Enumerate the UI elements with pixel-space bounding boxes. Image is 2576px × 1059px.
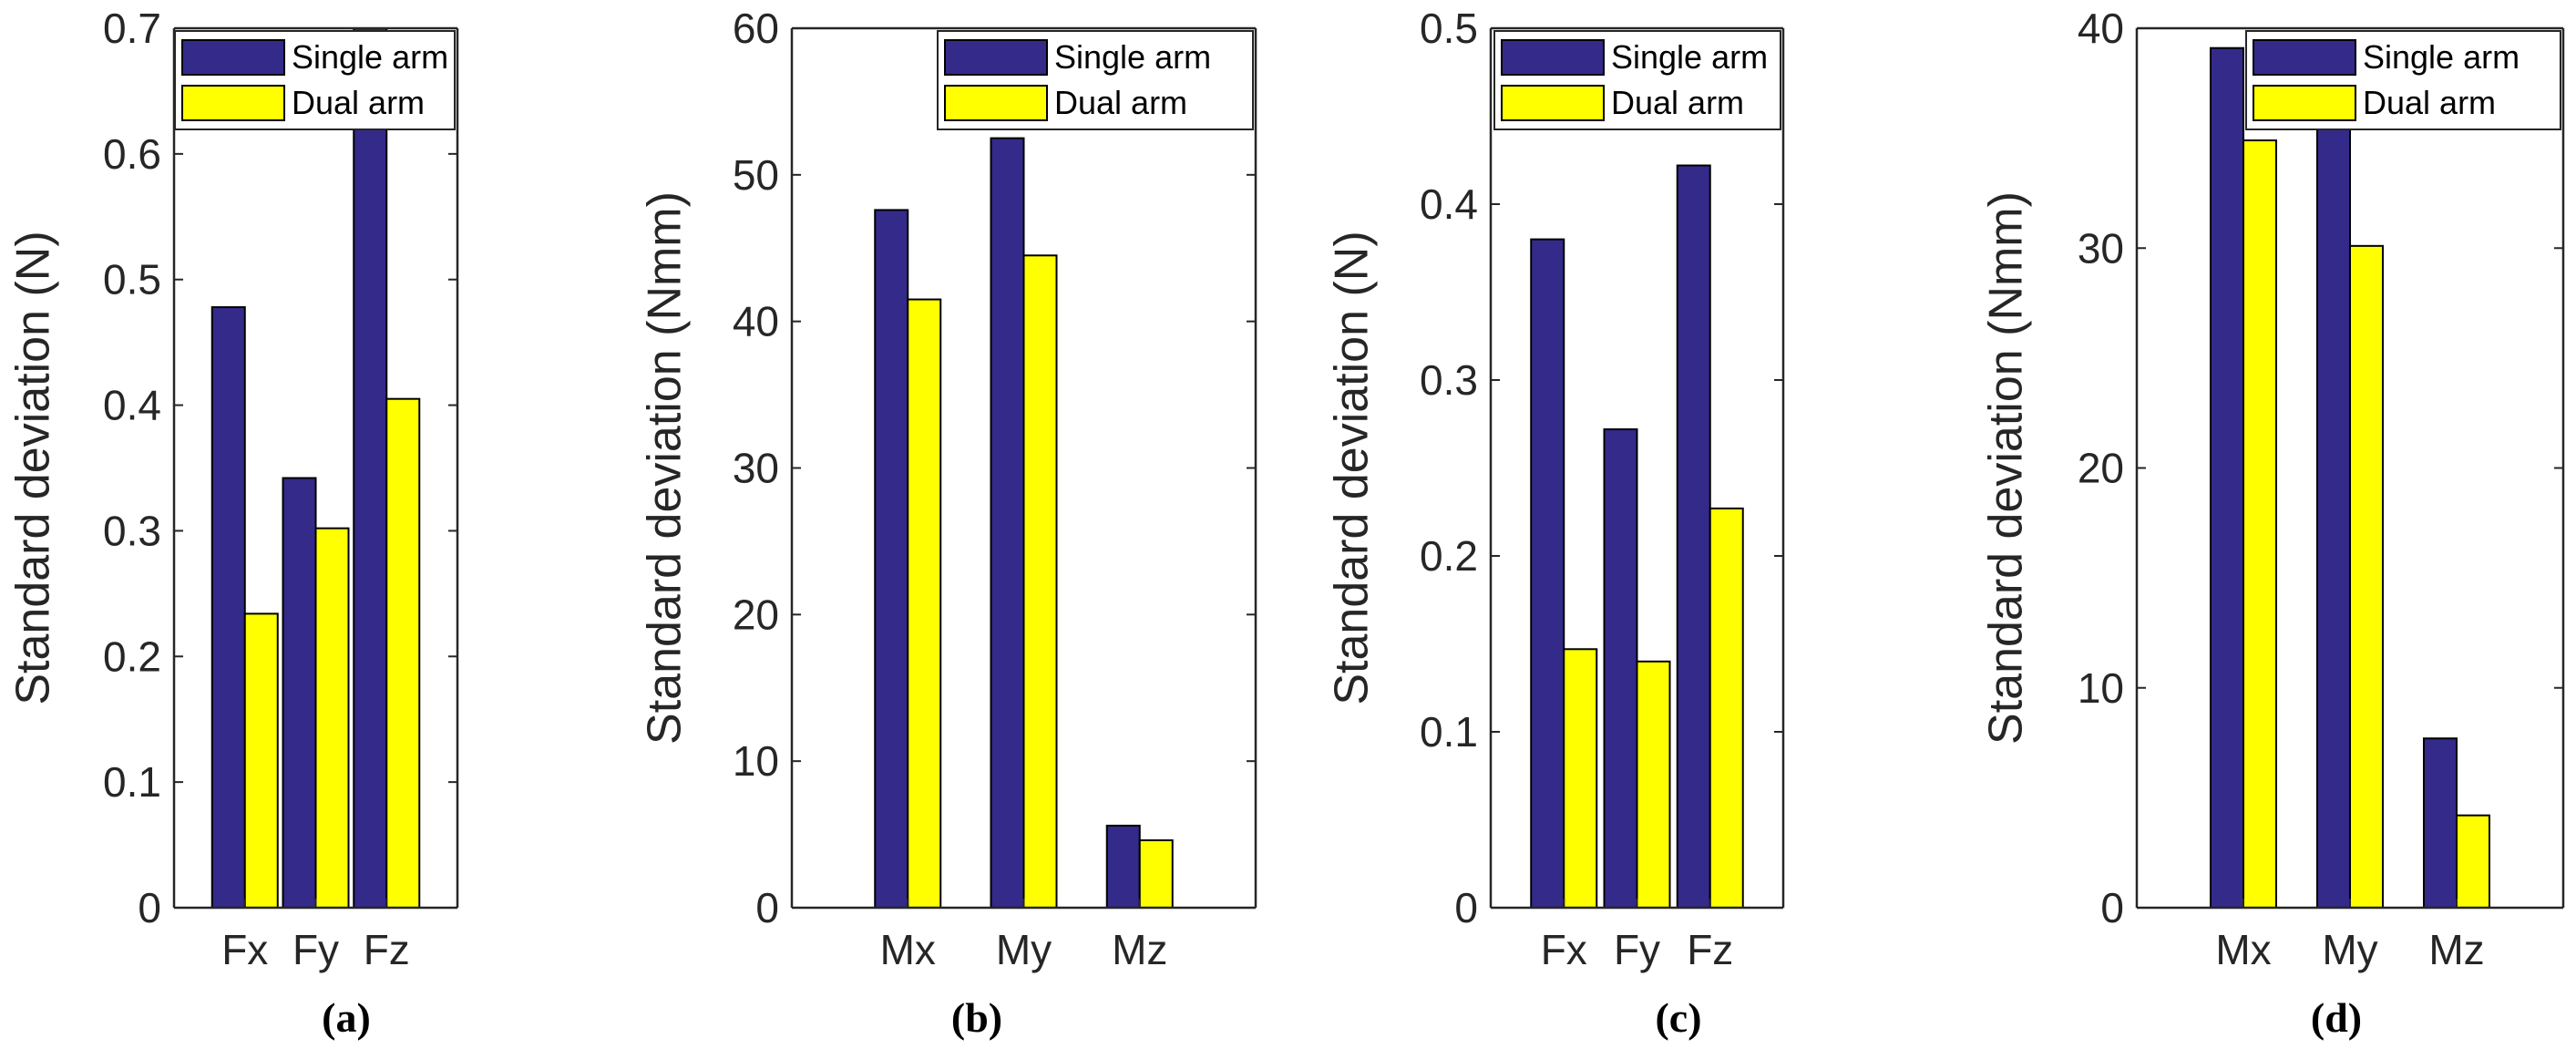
y-tick-label: 0.4 [1420,180,1478,228]
y-tick-label: 30 [733,445,779,492]
y-tick-label: 0.2 [103,632,161,680]
bar-single-arm-mx [2210,46,2244,909]
bar-single-arm-fx [210,306,246,909]
chart-panel-1: Fx Fy Fz 0 0.1 0.2 0.3 0.4 0.5 0.6 0.7 Standard dev… [7,5,459,1041]
x-tick-label-fy: Fy [292,926,339,973]
y-tick-label: 0.2 [1420,532,1478,580]
bar-single-arm-mz [2423,737,2458,909]
panel-label: (c) [1655,994,1701,1041]
y-tick-label: 0 [1454,884,1478,931]
y-tick-label: 10 [2078,664,2124,712]
bar-dual-arm-fz [385,397,421,909]
legend-swatch-single-arm [181,39,285,76]
panel-label: (b) [951,994,1002,1041]
y-tick-label: 0.3 [103,507,161,554]
legend-label-dual-arm: Dual arm [2363,84,2496,121]
legend-swatch-single-arm [1501,39,1605,76]
y-tick-label: 0.6 [103,130,161,178]
legend-swatch-dual-arm [1501,85,1605,121]
legend: Single arm Dual arm [937,30,1254,130]
x-tick-label-fz: Fz [1687,926,1733,973]
legend-swatch-dual-arm [944,85,1048,121]
bar-dual-arm-my [1022,254,1058,909]
y-tick-label: 60 [733,5,779,52]
y-tick-label: 0 [138,884,161,931]
bar-single-arm-fx [1530,238,1565,910]
y-tick-label: 20 [733,591,779,638]
x-tick-label-mz: Mz [2428,926,2484,973]
y-tick-label: 10 [733,737,779,785]
legend: Single arm Dual arm [1493,30,1781,130]
x-tick-label-my: My [996,926,1052,973]
y-tick-label: 50 [733,151,779,199]
x-tick-label-mz: Mz [1112,926,1167,973]
y-tick-label: 0.7 [103,5,161,52]
bar-dual-arm-mz [2456,814,2490,909]
legend-label-single-arm: Single arm [2363,38,2520,76]
panel-label: (d) [2311,994,2362,1041]
x-tick-label-fy: Fy [1614,926,1660,973]
y-tick-label: 40 [2078,5,2124,52]
bar-single-arm-my [2316,124,2351,909]
bar-dual-arm-fy [1636,660,1671,909]
bar-single-arm-my [990,137,1025,909]
bar-single-arm-mx [874,209,909,909]
chart-panel-2: Mx My Mz 0 10 20 30 40 50 60 Standard deviation (N… [639,5,1257,1041]
y-axis-label: Standard deviation (Nmm) [1980,191,2033,745]
legend: Single arm Dual arm [2245,30,2561,130]
bar-dual-arm-fy [314,527,350,910]
bar-single-arm-fz [1676,164,1711,910]
x-tick-label-fx: Fx [1541,926,1587,973]
bar-dual-arm-my [2349,244,2384,909]
panel-label: (a) [322,994,371,1041]
legend-swatch-single-arm [2253,39,2356,76]
bar-dual-arm-fz [1709,507,1744,909]
y-tick-label: 0.1 [1420,708,1478,756]
legend-label-dual-arm: Dual arm [1054,84,1187,121]
bar-dual-arm-fx [1563,648,1598,909]
y-tick-label: 0.5 [1420,5,1478,52]
legend-label-single-arm: Single arm [292,38,448,76]
legend-label-single-arm: Single arm [1054,38,1211,76]
chart-panel-3: Fx Fy Fz 0 0.1 0.2 0.3 0.4 0.5 Standard deviation… [1326,5,1785,1041]
y-axis-label: Standard deviation (Nmm) [639,191,692,745]
x-tick-label-fx: Fx [221,926,268,973]
bar-single-arm-fy [282,477,317,909]
chart-panel-4: Mx My Mz 0 10 20 30 40 Standard deviation (Nmm) S… [1980,5,2565,1041]
x-tick-label-mx: Mx [880,926,936,973]
legend-swatch-dual-arm [2253,85,2356,121]
y-tick-label: 0.5 [103,256,161,303]
y-tick-label: 0 [2100,884,2124,931]
bar-single-arm-mz [1105,824,1141,910]
bar-dual-arm-fx [243,612,279,910]
x-tick-label-mx: Mx [2215,926,2271,973]
y-tick-label: 40 [733,298,779,345]
bar-dual-arm-mz [1138,839,1174,909]
y-axis-label: Standard deviation (N) [1326,231,1379,704]
legend: Single arm Dual arm [174,30,456,130]
bar-single-arm-fy [1603,428,1638,910]
legend-label-single-arm: Single arm [1611,38,1768,76]
y-tick-label: 0.1 [103,758,161,806]
legend-label-dual-arm: Dual arm [292,84,425,121]
y-tick-label: 0 [755,884,779,931]
legend-swatch-single-arm [944,39,1048,76]
bar-dual-arm-mx [2242,139,2277,910]
legend-swatch-dual-arm [181,85,285,121]
y-axis-label: Standard deviation (N) [7,231,60,704]
bar-single-arm-fz [353,27,388,909]
y-tick-label: 0.4 [103,382,161,429]
x-tick-label-fz: Fz [364,926,410,973]
legend-label-dual-arm: Dual arm [1611,84,1744,121]
y-tick-label: 20 [2078,445,2124,492]
y-tick-label: 0.3 [1420,356,1478,404]
bar-dual-arm-mx [907,298,942,909]
x-tick-label-my: My [2322,926,2377,973]
y-tick-label: 30 [2078,224,2124,272]
